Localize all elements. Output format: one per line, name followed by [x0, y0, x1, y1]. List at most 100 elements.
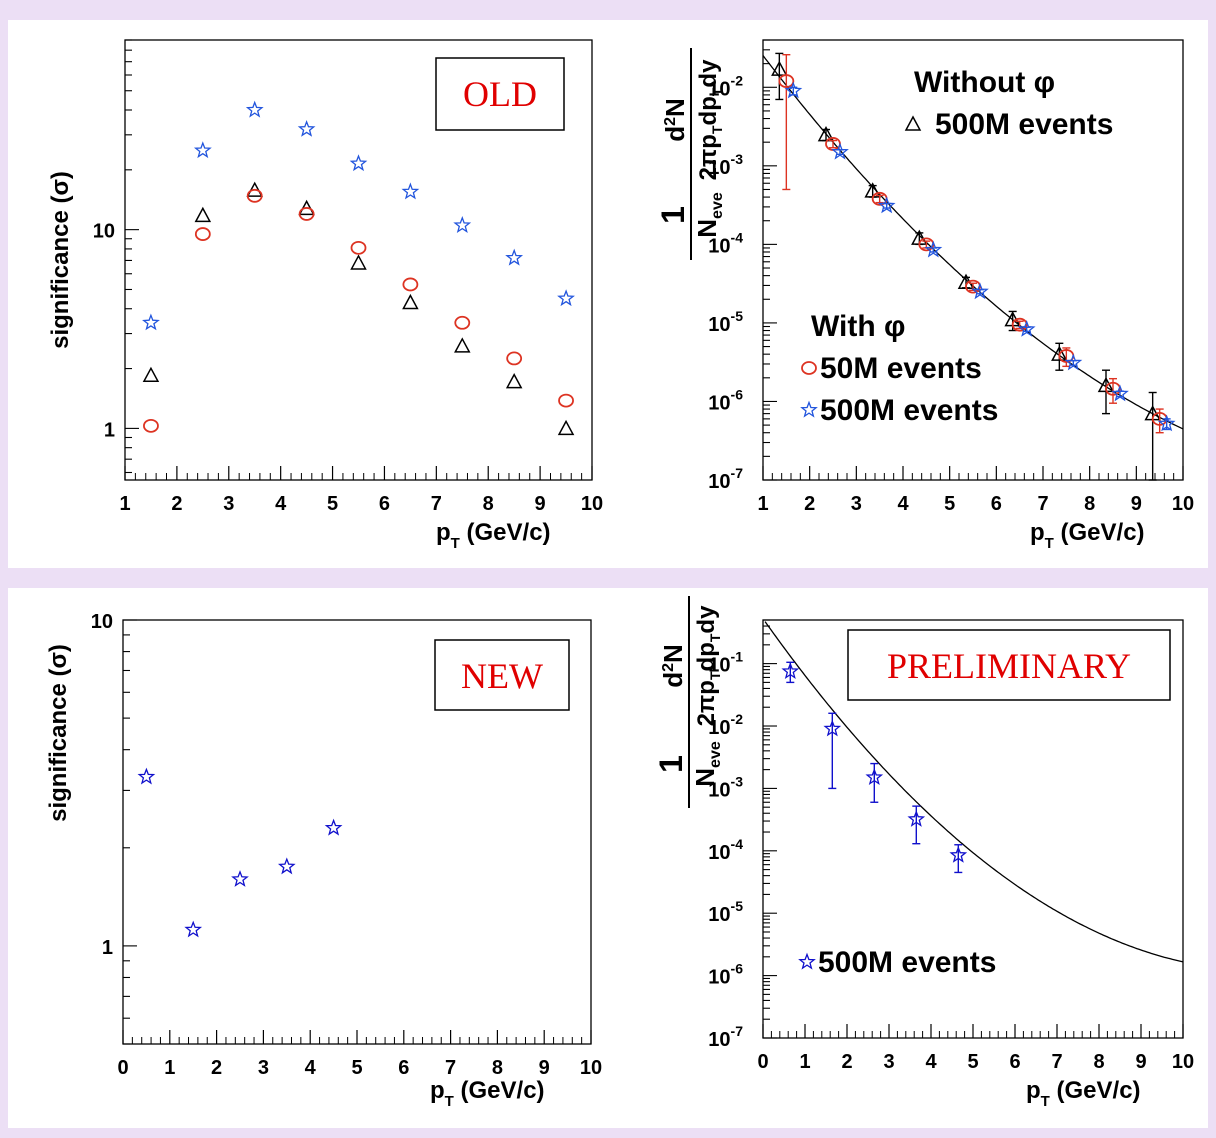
star-marker [557, 289, 575, 307]
star-marker [1157, 414, 1176, 432]
legend-triangle-marker [904, 115, 922, 131]
old-label-text: OLD [463, 74, 537, 114]
x-tick-label: 5 [944, 493, 955, 515]
x-tick-label: 6 [398, 1057, 409, 1079]
new-spectrum-ylabel: 1 Neve d2N 2πpTdpTdy [653, 596, 724, 808]
y-tick-label: 10-5 [708, 898, 743, 926]
star-marker [971, 282, 989, 300]
circle-marker [246, 188, 263, 203]
star-marker [245, 100, 264, 118]
triangle-marker [557, 419, 575, 436]
circle-marker [350, 240, 367, 255]
star-marker [831, 142, 849, 160]
x-tick-label: 7 [1051, 1051, 1062, 1073]
y-tick-label: 1 [102, 937, 113, 959]
panel-new: 0 1 2 3 4 5 6 7 8 9 10 1 10 NEW significance (σ) pT … [8, 588, 1208, 1128]
triangle-marker [350, 254, 367, 270]
legend-star-label: 500M events [820, 394, 998, 427]
old-spectrum-marks [771, 52, 1176, 481]
triangle-marker [1051, 345, 1068, 361]
x-tick-label: 4 [275, 493, 287, 515]
star-marker [142, 313, 160, 331]
x-tick-label: 4 [305, 1057, 317, 1079]
triangle-marker [771, 60, 788, 76]
x-tick-label: 3 [223, 493, 234, 515]
x-tick-label: 0 [757, 1051, 768, 1073]
new-spectrum-xlabel: pT (GeV/c) [1026, 1077, 1141, 1110]
preliminary-label-text: PRELIMINARY [887, 646, 1131, 686]
y-tick-label: 10-6 [708, 386, 743, 414]
x-tick-label: 8 [483, 493, 494, 515]
new-significance-axis-ticks: 0 1 2 3 4 5 6 7 8 9 10 1 10 [91, 611, 602, 1079]
y-tick-label: 10-7 [708, 465, 743, 493]
x-tick-label: 10 [1172, 1051, 1194, 1073]
ylabel-denominator: 2πpTdpTdy [695, 59, 725, 181]
star-marker [453, 216, 472, 233]
old-spectrum-frame [762, 39, 1184, 481]
circle-marker [143, 418, 159, 433]
triangle-marker [402, 293, 419, 310]
ylabel-one: 1 [653, 755, 689, 773]
star-marker [137, 767, 156, 785]
circle-marker [1011, 317, 1028, 332]
x-tick-label: 4 [897, 493, 909, 515]
star-marker [231, 870, 249, 887]
star-marker [193, 141, 212, 159]
x-tick-label: 5 [351, 1057, 362, 1079]
y-tick-label: 10-6 [708, 961, 743, 989]
x-tick-label: 1 [119, 493, 130, 515]
y-tick-label: 10 [91, 611, 113, 633]
x-tick-label: 9 [1135, 1051, 1146, 1073]
legend-star-marker [800, 400, 818, 418]
x-tick-label: 9 [535, 493, 546, 515]
legend-circle-label: 50M events [820, 352, 982, 385]
new-significance-chart: 0 1 2 3 4 5 6 7 8 9 10 1 10 NEW significance (σ) pT … [45, 611, 602, 1110]
panel-old: 1 2 3 4 5 6 7 8 9 10 1 10 OLD significance (σ) pT (… [8, 20, 1208, 568]
new-spectrum-marks [781, 661, 968, 874]
x-tick-label: 3 [258, 1057, 269, 1079]
x-tick-label: 8 [1093, 1051, 1104, 1073]
star-marker [784, 81, 803, 99]
star-marker [877, 196, 896, 214]
x-tick-label: 6 [1009, 1051, 1020, 1073]
x-tick-label: 5 [327, 493, 338, 515]
star-marker [781, 662, 800, 679]
new-legend-star-label: 500M events [818, 946, 996, 979]
triangle-marker [454, 337, 471, 353]
x-tick-label: 8 [492, 1057, 503, 1079]
x-tick-label: 4 [925, 1051, 937, 1073]
circle-marker [454, 315, 471, 330]
star-marker [1017, 319, 1036, 337]
circle-marker [558, 393, 574, 408]
x-tick-label: 6 [379, 493, 390, 515]
star-marker [277, 857, 296, 875]
new-spectrum-chart: 0 1 2 3 4 5 6 7 8 9 1010-710-610-510-410-310-210-1… [653, 596, 1194, 1110]
legend-star-marker [798, 952, 816, 970]
old-spectrum-xlabel: pT (GeV/c) [1030, 519, 1145, 552]
x-tick-label: 2 [804, 493, 815, 515]
x-tick-label: 3 [883, 1051, 894, 1073]
old-significance-axis-ticks: 1 2 3 4 5 6 7 8 9 10 1 10 [93, 39, 603, 515]
ylabel-d2n: d2N [660, 98, 690, 142]
y-tick-label: 10 [93, 221, 115, 243]
triangle-marker [194, 206, 212, 223]
x-tick-label: 10 [1172, 493, 1194, 515]
star-marker [823, 719, 842, 737]
x-tick-label: 1 [757, 493, 768, 515]
star-marker [865, 768, 884, 785]
y-tick-label: 10-4 [708, 836, 743, 864]
new-label-text: NEW [461, 656, 543, 696]
circle-marker [1105, 381, 1121, 396]
old-significance-xlabel: pT (GeV/c) [436, 519, 551, 552]
circle-marker [298, 207, 315, 221]
circle-marker [778, 74, 795, 88]
star-marker [1111, 384, 1129, 402]
old-spectrum-legend-markers [800, 115, 922, 418]
old-significance-marks [142, 100, 575, 436]
x-tick-label: 7 [445, 1057, 456, 1079]
x-tick-label: 2 [841, 1051, 852, 1073]
y-tick-label: 1 [104, 419, 115, 441]
old-spectrum-ylabel: 1 Neve d2N 2πpTdpTdy [655, 48, 726, 260]
